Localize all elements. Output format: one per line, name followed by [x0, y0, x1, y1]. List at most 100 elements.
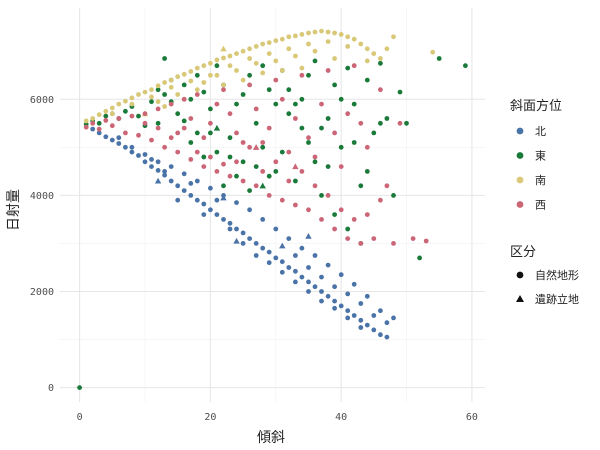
data-point: [109, 105, 115, 111]
data-point: [96, 130, 102, 136]
data-point: [371, 51, 377, 56]
data-point: [253, 106, 259, 112]
data-point: [325, 116, 331, 121]
data-point: [77, 385, 82, 390]
data-point: [175, 92, 181, 97]
data-point: [168, 178, 174, 184]
data-point: [345, 34, 351, 40]
data-point: [351, 313, 357, 318]
data-point: [306, 289, 311, 294]
data-point: [358, 120, 364, 126]
data-point: [227, 154, 233, 160]
data-point-triangle: [259, 182, 266, 189]
data-point: [221, 183, 226, 189]
data-point: [364, 212, 370, 218]
data-point: [319, 193, 324, 198]
data-point: [208, 154, 213, 160]
legend-label-circle: 自然地形: [535, 268, 579, 282]
data-point: [142, 159, 148, 165]
data-point: [266, 87, 272, 93]
data-point: [162, 104, 168, 109]
data-point: [123, 98, 128, 104]
data-point: [384, 183, 390, 189]
data-point: [338, 303, 344, 309]
data-point: [227, 135, 233, 141]
data-point: [273, 255, 279, 261]
data-point: [194, 65, 200, 71]
data-point: [345, 111, 351, 117]
data-point: [371, 236, 377, 242]
data-point: [345, 308, 351, 314]
data-point: [436, 56, 442, 61]
data-point: [90, 126, 96, 132]
data-point: [260, 245, 266, 251]
data-point: [240, 159, 246, 165]
data-point: [162, 144, 168, 150]
data-point: [319, 289, 324, 294]
data-point: [188, 78, 194, 84]
data-point: [332, 82, 337, 88]
data-point: [358, 317, 364, 323]
data-point: [247, 188, 253, 194]
data-point: [312, 253, 318, 258]
data-point: [351, 63, 357, 69]
data-point-triangle: [213, 124, 221, 131]
data-point: [378, 87, 383, 93]
data-point: [123, 144, 128, 150]
data-point: [253, 183, 259, 189]
data-point: [149, 87, 154, 93]
y-tick-label: 0: [48, 383, 54, 394]
data-point: [214, 212, 220, 218]
data-point: [109, 123, 115, 129]
data-point: [325, 68, 331, 73]
data-point: [240, 48, 246, 54]
x-tick-label: 20: [204, 412, 216, 423]
shape-legend-title: 区分: [510, 245, 536, 260]
data-point-triangle: [154, 177, 162, 184]
data-point: [351, 36, 357, 42]
data-point: [391, 315, 396, 321]
data-point: [136, 113, 141, 119]
data-point: [149, 94, 154, 100]
data-point: [397, 120, 403, 126]
data-point: [312, 183, 318, 189]
data-point: [299, 274, 305, 280]
data-point: [338, 272, 344, 278]
data-point: [247, 72, 253, 78]
data-point: [181, 188, 187, 194]
data-point: [351, 281, 357, 287]
data-point: [286, 236, 292, 242]
data-point: [417, 255, 422, 261]
data-point: [332, 226, 337, 232]
data-point: [240, 178, 246, 184]
data-point: [266, 249, 272, 255]
data-point: [227, 53, 233, 59]
data-point: [221, 161, 226, 167]
data-point: [345, 226, 351, 232]
data-point: [201, 154, 207, 160]
data-point: [181, 71, 187, 77]
data-point: [266, 173, 272, 179]
data-point: [345, 236, 351, 242]
data-point: [358, 301, 364, 306]
data-point: [306, 30, 311, 36]
data-point: [279, 36, 285, 42]
data-point: [155, 120, 161, 126]
data-point: [109, 111, 115, 117]
data-point: [279, 68, 285, 73]
data-point: [332, 130, 337, 136]
data-point: [221, 55, 226, 61]
data-point: [142, 152, 148, 157]
data-point: [332, 305, 337, 311]
data-point: [286, 34, 292, 40]
legend-label-W: 西: [535, 199, 546, 212]
data-point: [286, 178, 292, 184]
data-point: [201, 212, 207, 218]
data-point: [273, 169, 279, 174]
data-point: [240, 77, 246, 83]
data-point: [364, 46, 370, 52]
data-point: [325, 262, 331, 268]
data-point: [253, 44, 259, 49]
data-point: [260, 144, 266, 150]
